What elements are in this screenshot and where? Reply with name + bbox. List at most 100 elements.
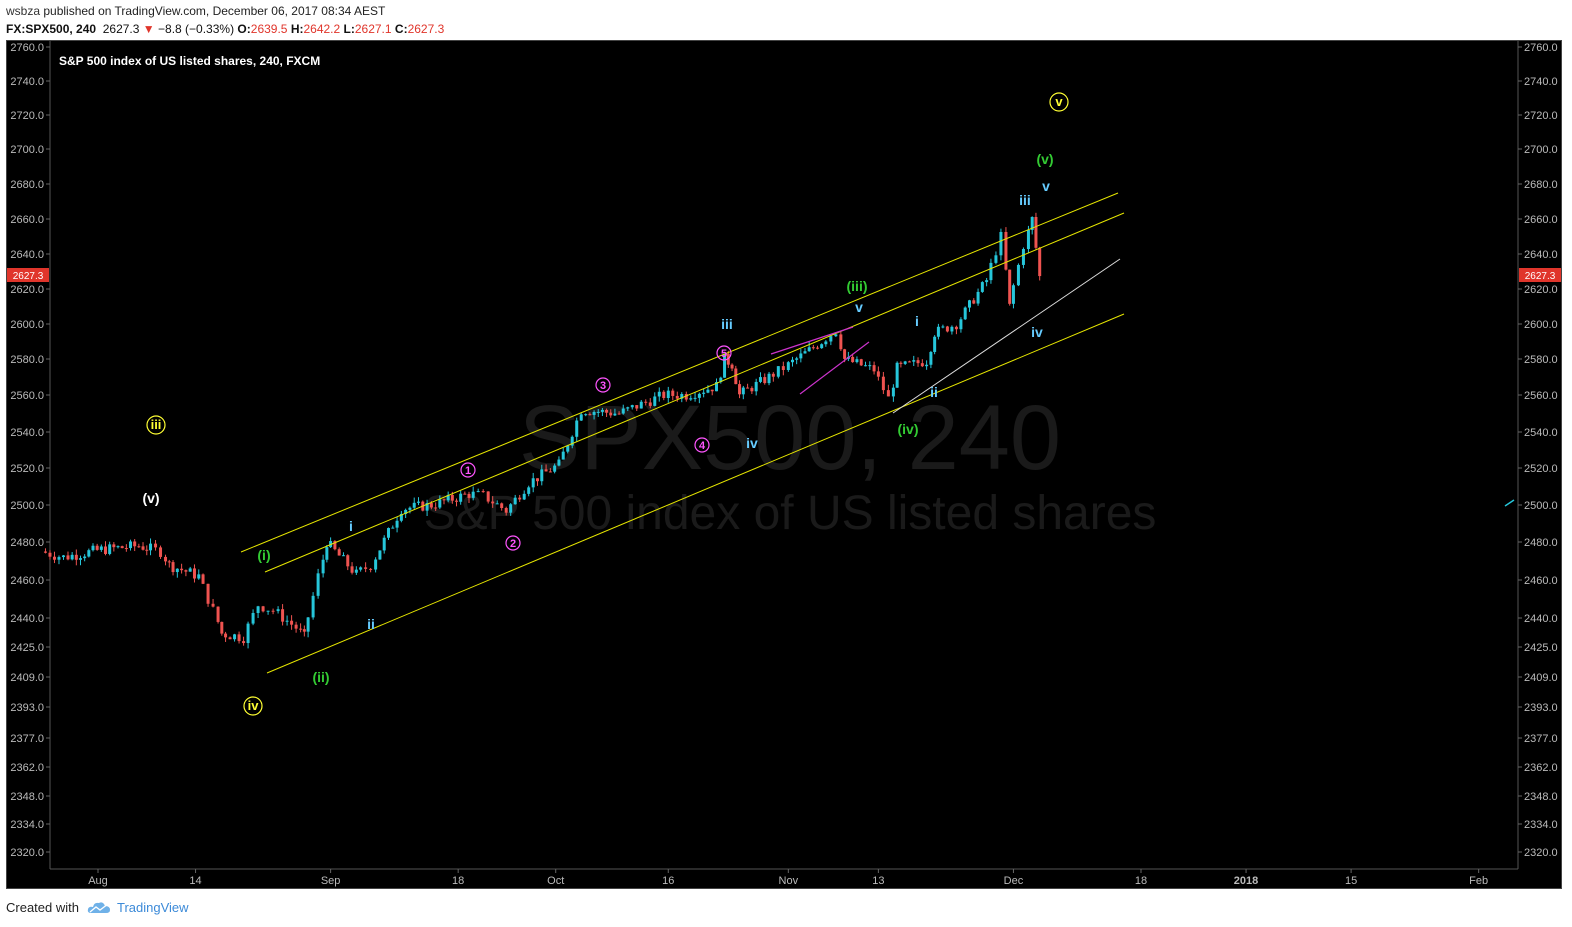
wave-label[interactable]: (v) [142,490,159,506]
y-tick-label: 2580.0 [10,354,44,366]
wave-label[interactable]: (v) [1036,151,1053,167]
y-tick-label: 2460.0 [1524,575,1558,587]
y-tick-label: 2440.0 [10,613,44,625]
wave-label[interactable]: 1 [465,465,471,477]
candle-body [916,360,920,364]
candle-body [87,550,91,557]
candle-body [316,573,320,596]
y-tick-label: 2480.0 [10,537,44,549]
candle-body [228,637,232,640]
x-tick-label: Nov [779,875,799,887]
wave-label[interactable]: iii [721,316,733,332]
candle-body [592,412,596,415]
candle-body [741,387,745,395]
y-tick-label: 2348.0 [1524,791,1558,803]
candle-body [180,568,184,571]
candle-body [211,603,215,607]
elliott-channel[interactable] [240,192,1125,674]
y-tick-label: 2440.0 [1524,613,1558,625]
y-tick-label: 2740.0 [10,76,44,88]
support-trendline[interactable] [892,258,1121,414]
wave-label-circle [1049,92,1069,112]
y-tick-label: 2620.0 [1524,284,1558,296]
candle-body [500,503,504,509]
candle-body [963,307,967,320]
wave-label[interactable]: v [1042,178,1050,194]
wave-label[interactable]: (i) [257,547,270,563]
candle-body [256,606,260,613]
wave-label[interactable]: 2 [510,538,516,550]
tradingview-link[interactable]: TradingView [116,900,189,915]
candle-body [233,634,237,640]
wave-label[interactable]: iii [1019,192,1031,208]
candle-body [70,554,74,560]
candle-body [891,387,895,397]
tradingview-brand[interactable]: TradingView [87,900,189,915]
wave-label[interactable]: (iv) [898,421,919,437]
wave-label[interactable]: iv [1031,324,1043,340]
wave-label[interactable]: v [1055,94,1063,109]
wave-label[interactable]: (ii) [312,669,329,685]
y-tick-label: 2720.0 [10,110,44,122]
wave-label[interactable]: i [349,518,353,534]
wave-label[interactable]: i [915,313,919,329]
candle-body [803,351,807,354]
wave-label-circle [243,696,263,716]
time-scale[interactable]: Aug 14 Sep 18 Oct 16 Nov 13 Dec 18 2018 15 Feb [88,869,1488,887]
candle-body [459,493,463,502]
y-tick-label: 2660.0 [1524,214,1558,226]
wave-labels[interactable]: (v)iiiiv(i)(ii)iii12345iiiiv(iii)viii(iv… [142,92,1069,716]
x-tick-label: 16 [662,875,674,887]
wave-label[interactable]: iv [248,698,260,713]
candle-body [504,508,508,513]
wedge-upper-line[interactable] [770,326,854,355]
candle-body [395,520,399,528]
channel-mid-line[interactable] [264,212,1125,573]
candle-body [175,568,179,573]
wave-label[interactable]: 5 [721,348,727,360]
candle-body [706,389,710,393]
wave-label[interactable]: 4 [699,440,706,452]
candle-body [491,501,495,504]
candle-body [446,494,450,501]
candle-body [518,497,522,500]
wave-label-circle [716,345,732,361]
wave-label[interactable]: v [855,299,863,315]
author-name[interactable]: wsbza [6,4,41,18]
candle-body [285,620,289,622]
y-tick-label: 2580.0 [1524,354,1558,366]
y-tick-label: 2393.0 [10,702,44,714]
wave-label[interactable]: 3 [600,380,606,392]
wave-label[interactable]: ii [930,384,938,400]
candle-body [382,537,386,551]
candle-body [1038,247,1042,277]
price-chart[interactable]: SPX500, 240 S&P 500 index of US listed s… [7,41,1561,888]
wave-label[interactable]: iv [746,435,758,451]
wave-label[interactable]: iii [151,417,162,432]
candle-body [145,549,149,551]
left-price-scale[interactable]: 2760.0 2740.0 2720.0 2700.0 2680.0 2660.0 2640… [10,42,50,859]
drawing-stub[interactable] [1504,499,1515,507]
chart-title: S&P 500 index of US listed shares, 240, … [59,54,320,68]
channel-lower-line[interactable] [266,313,1125,674]
candle-body [57,557,61,560]
candle-body [116,546,120,548]
wave-label[interactable]: (iii) [847,278,868,294]
channel-upper-line[interactable] [240,192,1119,553]
candle-body [644,401,648,403]
candle-body [350,566,354,573]
chart-area[interactable]: SPX500, 240 S&P 500 index of US listed s… [6,40,1562,889]
wave-label[interactable]: ii [367,616,375,632]
candle-body [164,556,168,562]
candle-body [912,360,916,362]
x-tick-label: Sep [321,875,341,887]
wave-label-circle [460,462,476,478]
candle-body [206,583,210,604]
right-price-scale[interactable]: 2760.0 2740.0 2720.0 2700.0 2680.0 2660.0 2640… [1518,42,1558,859]
wedge-lower-line[interactable] [799,341,870,395]
candle-body [799,353,803,359]
candle-body [325,547,329,560]
candle-body [754,381,758,392]
candle-body [600,409,604,412]
candle-body [985,280,989,283]
